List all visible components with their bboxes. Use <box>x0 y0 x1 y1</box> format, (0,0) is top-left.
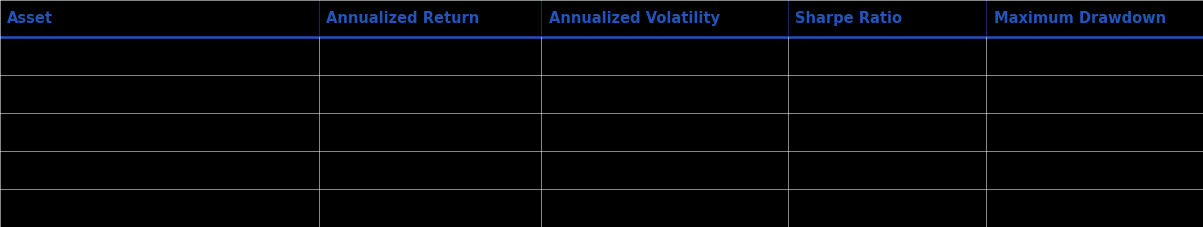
Text: Annualized Volatility: Annualized Volatility <box>549 11 719 26</box>
Text: Sharpe Ratio: Sharpe Ratio <box>795 11 902 26</box>
Text: Asset: Asset <box>7 11 53 26</box>
Text: Maximum Drawdown: Maximum Drawdown <box>994 11 1166 26</box>
Text: Annualized Return: Annualized Return <box>326 11 479 26</box>
